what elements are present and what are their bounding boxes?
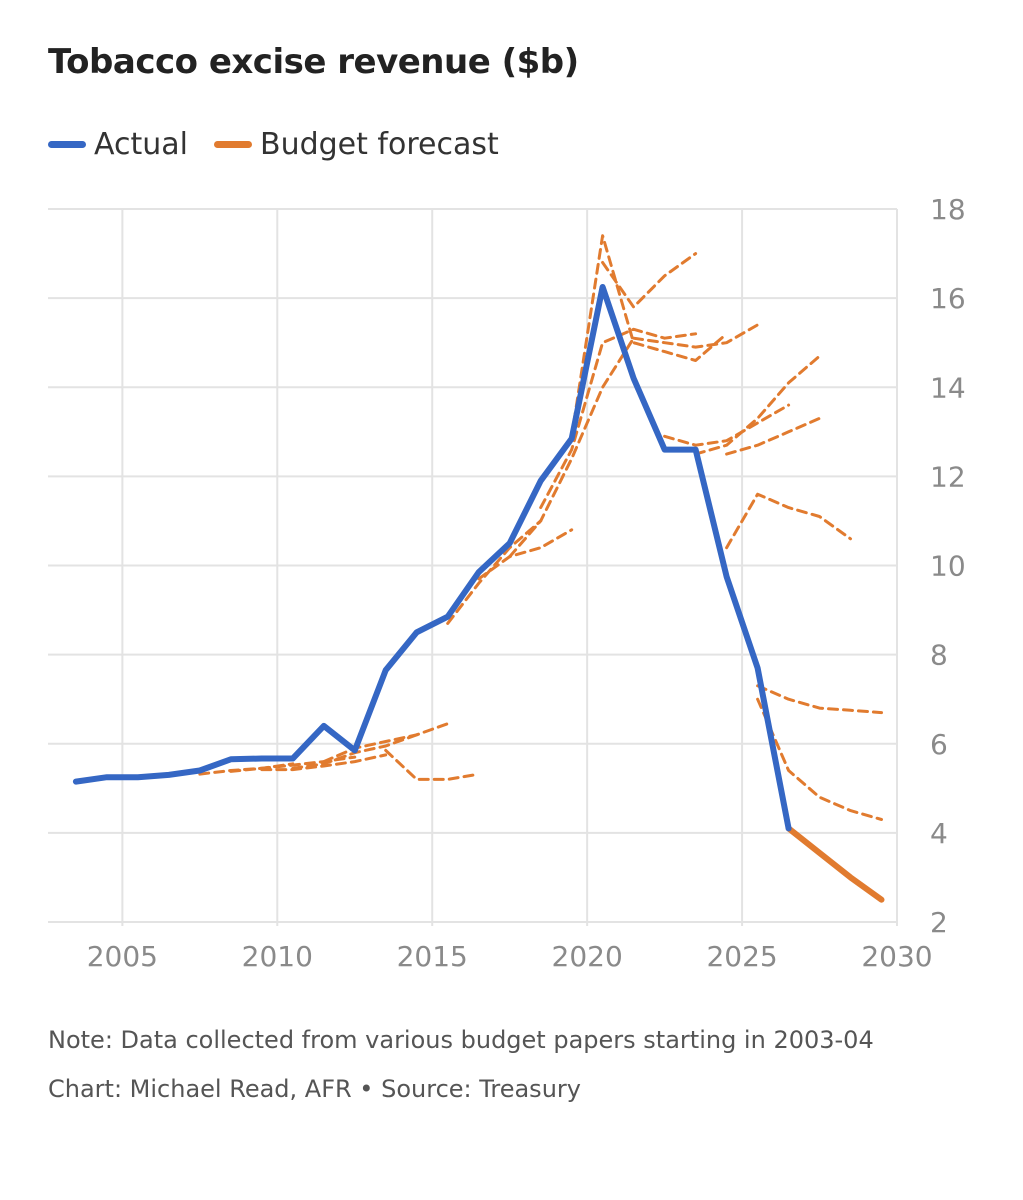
past-forecast-line	[756, 684, 883, 715]
past-forecast-series	[198, 234, 883, 821]
past-forecast-line	[756, 697, 883, 821]
past-forecast-line	[601, 252, 698, 309]
y-tick-label: 12	[930, 460, 966, 493]
y-tick-label: 14	[930, 371, 966, 404]
x-tick-label: 2005	[87, 940, 158, 973]
grid	[48, 208, 898, 926]
x-tick-label: 2010	[242, 940, 313, 973]
chart-title: Tobacco excise revenue ($b)	[48, 42, 579, 82]
y-tick-label: 18	[930, 193, 966, 226]
y-tick-label: 6	[930, 728, 948, 761]
past-forecast-line	[663, 403, 791, 447]
x-tick-label: 2020	[552, 940, 623, 973]
legend-item-budget-forecast: Budget forecast	[213, 126, 499, 162]
past-forecast-line	[539, 327, 698, 510]
legend-swatch-actual	[48, 140, 86, 148]
tick-labels: 2 4 6 8 10 12 14 16 18 2005 2010 2015 2020 2025 2030	[87, 193, 966, 973]
y-tick-label: 4	[930, 817, 948, 850]
legend-label-actual: Actual	[94, 126, 188, 162]
past-forecast-line	[570, 234, 729, 438]
past-forecast-line	[322, 722, 450, 764]
y-tick-label: 2	[930, 906, 948, 939]
past-forecast-line	[446, 519, 543, 625]
x-tick-label: 2015	[397, 940, 468, 973]
past-forecast-line	[384, 748, 481, 781]
past-forecast-line	[694, 354, 821, 456]
y-tick-label: 10	[930, 550, 966, 583]
past-forecast-line	[725, 492, 852, 550]
chart-card	[47, 38, 975, 1110]
legend: Actual Budget forecast	[48, 124, 525, 164]
past-forecast-line	[477, 528, 574, 581]
x-tick-label: 2030	[861, 940, 932, 973]
actual-line	[72, 284, 792, 832]
main-series	[72, 284, 885, 903]
budget-forecast-line	[785, 825, 885, 903]
past-forecast-line	[260, 753, 388, 772]
legend-label-budget-forecast: Budget forecast	[259, 126, 499, 162]
y-tick-label: 8	[930, 639, 948, 672]
chart-note: Note: Data collected from various budget…	[48, 1026, 874, 1054]
past-forecast-line	[508, 336, 636, 559]
past-forecast-line	[632, 323, 760, 349]
past-forecast-line	[229, 755, 357, 773]
y-tick-label: 16	[930, 282, 966, 315]
legend-swatch-budget-forecast	[213, 140, 252, 148]
x-tick-label: 2025	[706, 940, 777, 973]
legend-item-actual: Actual	[48, 127, 188, 162]
past-forecast-line	[725, 416, 821, 456]
chart-credit: Chart: Michael Read, AFR • Source: Treas…	[48, 1075, 581, 1103]
